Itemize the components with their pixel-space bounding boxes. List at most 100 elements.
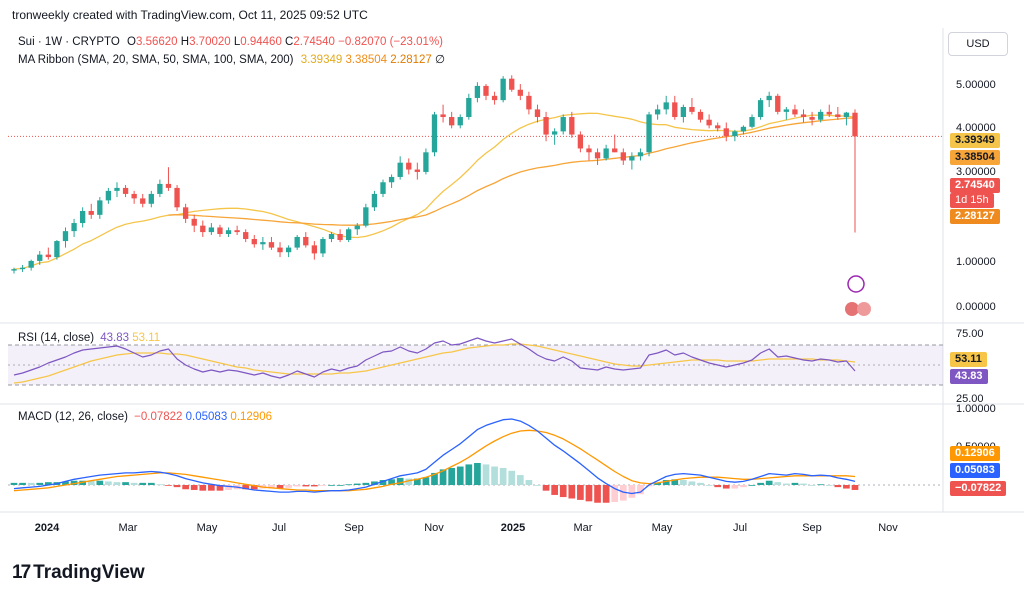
x-tick-may-2024: May xyxy=(196,522,218,534)
candle xyxy=(208,227,215,233)
currency-button[interactable]: USD xyxy=(948,32,1008,56)
ma100-value: 2.28127 xyxy=(390,54,432,66)
macd-histogram-bar xyxy=(714,485,722,488)
rsi-ma-tag: 53.11 xyxy=(950,352,987,367)
macd-histogram-bar xyxy=(216,485,224,491)
candle xyxy=(174,187,180,208)
candle xyxy=(303,236,309,246)
ma100-price-tag: 2.28127 xyxy=(950,209,1000,224)
candle xyxy=(54,241,60,258)
rsi-ma-line xyxy=(13,343,856,384)
macd-histogram-bar xyxy=(79,480,86,485)
macd-histogram-bar xyxy=(491,466,498,485)
macd-histogram-bar xyxy=(740,485,747,488)
ma-ribbon-legend[interactable]: MA Ribbon (SMA, 20, SMA, 50, SMA, 100, S… xyxy=(18,52,445,66)
candle xyxy=(371,193,378,208)
macd-histogram-bar xyxy=(722,485,730,489)
candle xyxy=(191,218,197,226)
y-tick-0: 0.00000 xyxy=(956,301,996,313)
candle xyxy=(260,242,266,245)
candle xyxy=(663,102,669,110)
candle xyxy=(706,119,712,126)
macd-histogram-bar xyxy=(465,464,473,485)
candle xyxy=(646,114,652,153)
candle xyxy=(483,85,489,96)
low-value: 0.94460 xyxy=(240,36,282,48)
candle xyxy=(165,183,172,188)
tradingview-logo[interactable]: 17 TradingView xyxy=(12,562,145,584)
candle xyxy=(449,117,455,126)
ma200-value: ∅ xyxy=(435,54,446,66)
change-value: −0.82070 (−23.01%) xyxy=(338,36,443,48)
candle xyxy=(569,117,575,135)
macd-histogram-bar xyxy=(671,479,679,485)
macd-histogram-bar xyxy=(328,485,335,486)
rsi-title[interactable]: RSI (14, close) xyxy=(18,332,95,344)
candle xyxy=(697,111,704,120)
rsi-tick-25: 25.00 xyxy=(956,393,984,405)
macd-signal-line xyxy=(13,429,856,492)
candle xyxy=(285,247,292,253)
rsi-legend[interactable]: RSI (14, close) 43.83 53.11 xyxy=(18,332,160,344)
macd-histogram-bar xyxy=(817,484,825,486)
candle xyxy=(543,117,549,135)
macd-histogram-bar xyxy=(413,478,421,485)
ma50-line xyxy=(168,117,856,226)
symbol-name[interactable]: Sui · 1W · CRYPTO xyxy=(18,36,120,48)
candle xyxy=(157,183,163,194)
x-tick-2024: 2024 xyxy=(34,522,60,534)
candle xyxy=(122,187,129,194)
macd-histogram-bar xyxy=(44,482,52,485)
candle xyxy=(474,85,481,98)
high-value: 3.70020 xyxy=(189,36,231,48)
macd-histogram-bar xyxy=(182,485,189,490)
rsi-tick-75: 75.00 xyxy=(956,328,984,340)
macd-histogram-bar xyxy=(422,477,430,485)
macd-legend[interactable]: MACD (12, 26, close) −0.07822 0.05083 0.… xyxy=(18,411,272,423)
candle xyxy=(509,78,515,90)
symbol-legend[interactable]: Sui · 1W · CRYPTO O3.56620 H3.70020 L0.9… xyxy=(18,36,443,48)
candle xyxy=(783,109,790,112)
candle xyxy=(534,109,541,118)
macd-histogram-bar xyxy=(199,485,207,491)
macd-histogram-bar xyxy=(62,481,69,485)
macd-histogram-bar xyxy=(534,485,541,486)
open-value: 3.56620 xyxy=(135,36,178,48)
candle xyxy=(11,269,17,271)
macd-histogram-bar xyxy=(808,485,816,486)
candle xyxy=(328,234,335,239)
ma-ribbon-label[interactable]: MA Ribbon (SMA, 20, SMA, 50, SMA, 100, S… xyxy=(18,54,294,66)
macd-histogram-bar xyxy=(27,482,35,485)
macd-histogram-bar xyxy=(319,485,327,486)
candle xyxy=(320,238,326,254)
ma50-price-tag: 3.38504 xyxy=(950,150,1000,165)
tradingview-mark-icon: 17 xyxy=(12,562,31,583)
low-label: L xyxy=(233,36,241,48)
candle xyxy=(809,117,815,120)
macd-histogram-bar xyxy=(396,477,404,485)
candle xyxy=(612,148,618,153)
x-tick-sep-2024: Sep xyxy=(344,522,364,534)
macd-histogram-bar xyxy=(113,482,121,485)
rsi-ma-value: 53.11 xyxy=(132,332,161,344)
chart-attribution: tronweekly created with TradingView.com,… xyxy=(12,8,368,22)
macd-histogram-bar xyxy=(748,485,756,486)
macd-histogram-bar xyxy=(285,485,292,488)
candle xyxy=(775,95,781,112)
candle xyxy=(131,193,137,199)
macd-histogram-bar xyxy=(405,478,413,485)
candle xyxy=(28,260,34,268)
candle xyxy=(71,223,77,232)
macd-signal-tag: 0.12906 xyxy=(950,446,1000,461)
candle xyxy=(337,234,343,241)
candle xyxy=(732,131,738,137)
candle xyxy=(397,162,403,177)
macd-histogram-bar xyxy=(456,466,464,485)
macd-histogram-bar xyxy=(276,485,284,489)
candle xyxy=(577,134,584,149)
macd-title[interactable]: MACD (12, 26, close) xyxy=(18,411,128,423)
candle xyxy=(234,230,240,233)
candle xyxy=(680,106,687,118)
macd-histogram-bar xyxy=(800,483,807,485)
